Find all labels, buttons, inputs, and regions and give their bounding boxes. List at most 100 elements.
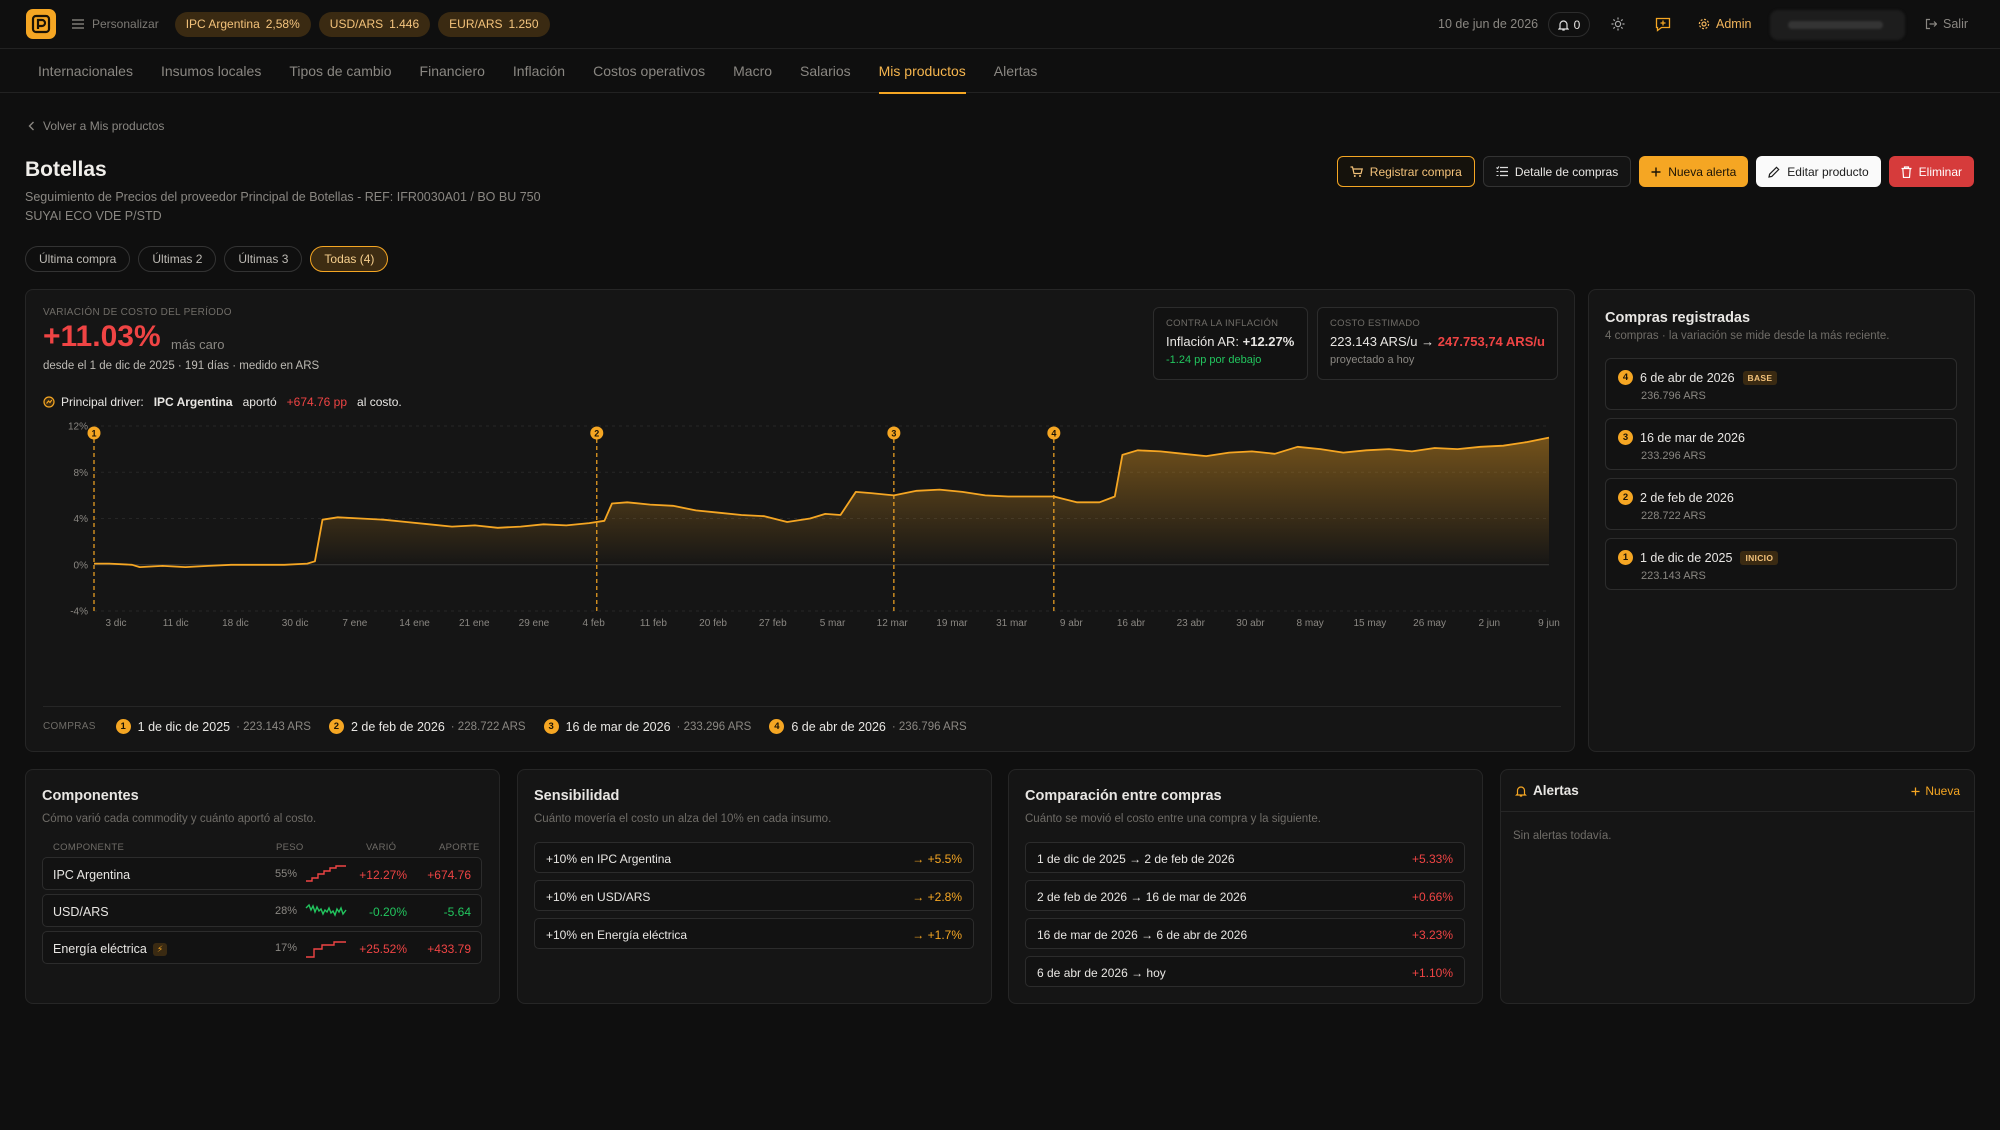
alerts-card: Alertas Nueva Sin alertas todavía. bbox=[1500, 769, 1975, 1004]
nav-tab-costos-operativos[interactable]: Costos operativos bbox=[593, 63, 706, 79]
components-card: Componentes Cómo varió cada commodity y … bbox=[25, 769, 500, 1004]
indicator-pill[interactable]: IPC Argentina 2,58% bbox=[174, 11, 311, 37]
sparkline-path bbox=[306, 941, 346, 958]
comparison-label: 6 de abr de 2026 → hoy bbox=[1037, 966, 1166, 980]
component-row[interactable]: Energía eléctrica ⚡ 17% +25.52% +433.79 bbox=[42, 931, 482, 964]
indicator-pills: IPC Argentina 2,58% USD/ARS 1.446 EUR/ARS 1.2… bbox=[174, 11, 558, 37]
delete-product-button[interactable]: Eliminar bbox=[1888, 156, 1974, 187]
x-tick-label: 20 feb bbox=[699, 618, 727, 629]
filter-chip[interactable]: Última compra bbox=[25, 246, 131, 272]
purchase-marker[interactable] bbox=[590, 426, 604, 440]
registered-purchase[interactable]: 4 6 de abr de 2026 BASE 236.796 ARS bbox=[1605, 358, 1957, 410]
logout-icon bbox=[1925, 18, 1937, 30]
registered-purchase[interactable]: 3 16 de mar de 2026 233.296 ARS bbox=[1605, 418, 1957, 470]
purchase-legend-item: 4 6 de abr de 2026 · 236.796 ARS bbox=[769, 719, 967, 734]
logout-button[interactable]: Salir bbox=[1925, 17, 1968, 31]
component-row[interactable]: USD/ARS 28% -0.20% -5.64 bbox=[42, 894, 482, 927]
feedback-button[interactable] bbox=[1653, 14, 1673, 34]
register-purchase-label: Registrar compra bbox=[1369, 164, 1462, 179]
user-menu[interactable] bbox=[1770, 10, 1905, 40]
sensitivity-label: +10% en Energía eléctrica bbox=[546, 928, 688, 942]
comparison-value: +5.33% bbox=[1411, 852, 1453, 866]
nav-tab-financiero[interactable]: Financiero bbox=[419, 63, 485, 79]
indicator-value: 1.446 bbox=[389, 17, 420, 31]
nav-tab-salarios[interactable]: Salarios bbox=[800, 63, 851, 79]
purchase-date: 6 de abr de 2026 bbox=[791, 719, 886, 734]
subtitle-line-1: Seguimiento de Precios del proveedor Pri… bbox=[25, 190, 541, 204]
register-purchase-button[interactable]: Registrar compra bbox=[1336, 156, 1475, 187]
new-alert-button[interactable]: Nueva alerta bbox=[1639, 156, 1749, 187]
series-area bbox=[94, 437, 1549, 568]
purchase-number-badge: 2 bbox=[1618, 490, 1633, 505]
x-tick-label: 12 mar bbox=[877, 618, 909, 629]
purchase-marker[interactable] bbox=[1047, 426, 1061, 440]
y-tick-label: 4% bbox=[74, 514, 89, 525]
sensitivity-value: → +1.7% bbox=[912, 928, 962, 942]
y-tick-label: -4% bbox=[70, 607, 88, 618]
registered-purchase-header: 2 2 de feb de 2026 bbox=[1618, 490, 1734, 505]
app-logo[interactable] bbox=[26, 9, 56, 39]
registered-purchases-card: Compras registradas 4 compras · la varia… bbox=[1588, 289, 1975, 752]
nav-tab-alertas[interactable]: Alertas bbox=[993, 63, 1038, 79]
component-row[interactable]: IPC Argentina 55% +12.27% +674.76 bbox=[42, 857, 482, 890]
purchase-detail-button[interactable]: Detalle de compras bbox=[1482, 156, 1632, 187]
purchase-marker[interactable] bbox=[887, 426, 901, 440]
registered-purchase[interactable]: 1 1 de dic de 2025 INICIO 223.143 ARS bbox=[1605, 538, 1957, 590]
logout-label: Salir bbox=[1943, 17, 1969, 31]
indicator-pill[interactable]: EUR/ARS 1.250 bbox=[438, 11, 550, 37]
new-alert-link[interactable]: Nueva bbox=[1911, 784, 1960, 798]
nav-tab-tipos-de-cambio[interactable]: Tipos de cambio bbox=[289, 63, 392, 79]
sparkline-path bbox=[305, 903, 347, 917]
nav-tab-internacionales[interactable]: Internacionales bbox=[38, 63, 133, 79]
x-tick-label: 30 dic bbox=[282, 618, 309, 629]
driver-tail: al costo. bbox=[357, 395, 402, 409]
edit-product-button[interactable]: Editar producto bbox=[1756, 156, 1881, 187]
personalize-button[interactable]: Personalizar bbox=[72, 17, 159, 31]
cost-chart[interactable]: 12% 8% 4% 0% -4% 1 2 3 4 3 dic 11 dic 18 dic 30 dic 7… bbox=[26, 410, 1576, 705]
component-weight: 55% bbox=[275, 868, 298, 880]
purchase-date: 16 de mar de 2026 bbox=[565, 719, 671, 734]
sparkline-path bbox=[306, 865, 346, 882]
notifications-button[interactable]: 0 bbox=[1548, 12, 1590, 37]
component-contrib: +433.79 bbox=[427, 942, 471, 956]
driver-name: IPC Argentina bbox=[153, 395, 233, 409]
variation-label: VARIACIÓN DE COSTO DEL PERÍODO bbox=[43, 307, 232, 318]
purchase-marker-label: 1 bbox=[91, 429, 96, 439]
delete-product-label: Eliminar bbox=[1918, 164, 1962, 179]
indicator-name: USD/ARS bbox=[329, 17, 384, 31]
nav-tab-macro[interactable]: Macro bbox=[733, 63, 773, 79]
comparison-label: 16 de mar de 2026 → 6 de abr de 2026 bbox=[1037, 928, 1248, 942]
component-name: USD/ARS bbox=[53, 905, 109, 919]
sensitivity-row: +10% en IPC Argentina → +5.5% bbox=[534, 842, 974, 873]
theme-toggle[interactable] bbox=[1608, 14, 1628, 34]
inflation-label: CONTRA LA INFLACIÓN bbox=[1166, 318, 1279, 329]
registered-purchase[interactable]: 2 2 de feb de 2026 228.722 ARS bbox=[1605, 478, 1957, 530]
filter-chip[interactable]: Todas (4) bbox=[310, 246, 389, 272]
y-tick-label: 0% bbox=[74, 560, 89, 571]
indicator-value: 1.250 bbox=[508, 17, 539, 31]
back-link[interactable]: Volver a Mis productos bbox=[28, 119, 164, 133]
purchase-date: 1 de dic de 2025 bbox=[137, 719, 231, 734]
purchase-date: 2 de feb de 2026 bbox=[350, 719, 445, 734]
filter-chip[interactable]: Últimas 3 bbox=[224, 246, 303, 272]
nav-tab-inflaci-n[interactable]: Inflación bbox=[512, 63, 566, 79]
gear-icon bbox=[1698, 18, 1710, 30]
comparison-value: +3.23% bbox=[1411, 928, 1453, 942]
purchase-marker[interactable] bbox=[87, 426, 101, 440]
registered-purchase-price: 223.143 ARS bbox=[1641, 570, 1706, 582]
inflation-text: Inflación AR: bbox=[1166, 334, 1239, 349]
nav-tab-insumos-locales[interactable]: Insumos locales bbox=[160, 63, 262, 79]
x-tick-label: 2 jun bbox=[1478, 618, 1500, 629]
x-tick-label: 14 ene bbox=[399, 618, 430, 629]
estimate-sub: proyectado a hoy bbox=[1330, 354, 1415, 366]
components-subtitle: Cómo varió cada commodity y cuánto aport… bbox=[42, 813, 317, 825]
x-tick-label: 30 abr bbox=[1236, 618, 1265, 629]
filter-chip[interactable]: Últimas 2 bbox=[138, 246, 217, 272]
purchase-price: · 223.143 ARS bbox=[236, 720, 311, 733]
nav-tab-mis-productos[interactable]: Mis productos bbox=[865, 49, 980, 94]
purchase-marker-label: 2 bbox=[594, 429, 599, 439]
period-info: desde el 1 de dic de 2025 · 191 días · m… bbox=[43, 360, 320, 372]
indicator-pill[interactable]: USD/ARS 1.446 bbox=[318, 11, 431, 37]
x-tick-label: 16 abr bbox=[1117, 618, 1146, 629]
admin-link[interactable]: Admin bbox=[1698, 17, 1751, 31]
